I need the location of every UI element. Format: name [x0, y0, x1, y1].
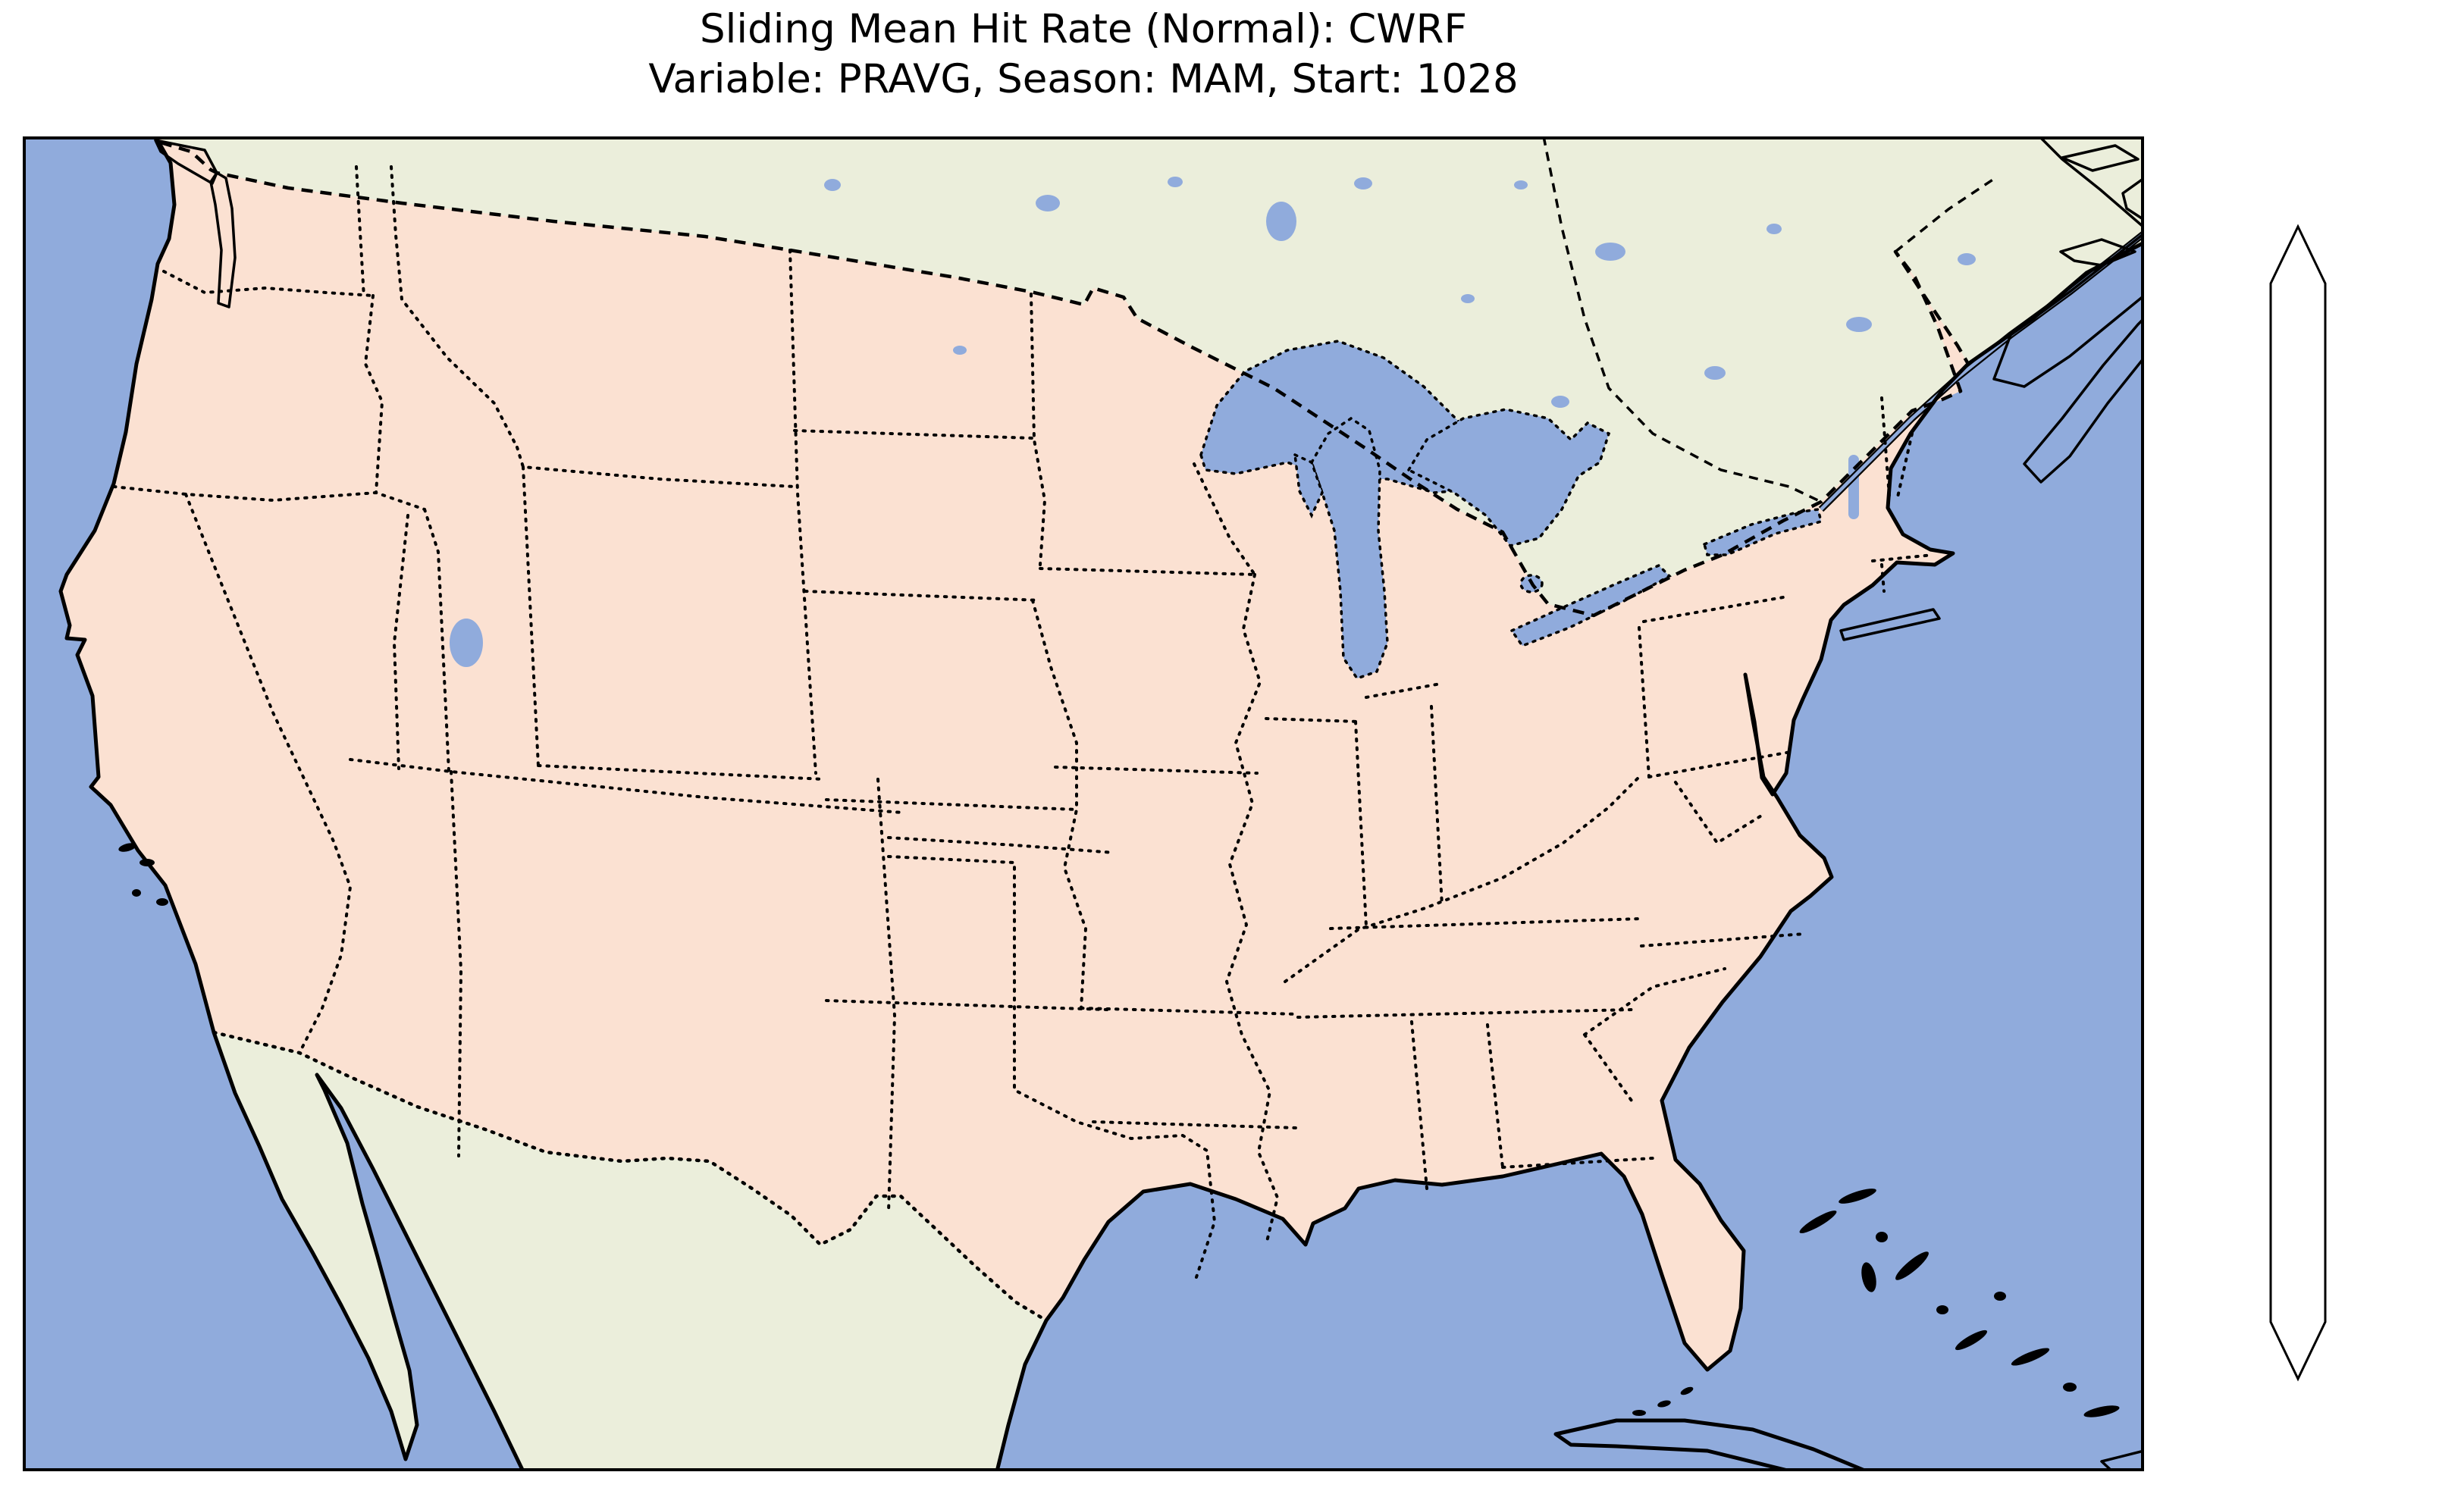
lake-erie: [1509, 563, 1672, 648]
state-borders: [112, 165, 1935, 1279]
us-canada-border: [160, 140, 1970, 618]
small-lakes: [450, 177, 1976, 667]
map-axes: [23, 136, 2144, 1471]
lake-michigan: [1310, 416, 1389, 681]
bahamas-islands: [1799, 1189, 2120, 1417]
long-island: [1839, 608, 1941, 641]
florida-keys: [1632, 1386, 1694, 1416]
us-mexico-border: [212, 1030, 1049, 1323]
figure-title: Sliding Mean Hit Rate (Normal): CWRF Var…: [23, 5, 2144, 105]
prince-edward-island: [2059, 238, 2136, 267]
conus-hit-rate-map: [23, 136, 2144, 1471]
ontario-quebec-border: [1542, 136, 1822, 503]
country-borders: [160, 136, 1995, 1323]
map-frame: [23, 136, 2144, 1471]
hispaniola-tip: [2100, 1449, 2144, 1471]
title-line-1: Sliding Mean Hit Rate (Normal): CWRF: [700, 6, 1467, 52]
cuba: [1553, 1418, 1869, 1471]
green-bay: [1293, 453, 1324, 519]
anticosti-island: [2061, 144, 2140, 172]
colorbar-outline: [2269, 224, 2327, 1382]
puget-sound: [209, 171, 237, 309]
nova-scotia: [2023, 317, 2144, 484]
title-line-2: Variable: PRAVG, Season: MAM, Start: 102…: [648, 56, 1519, 102]
gulf-of-st-lawrence: [2038, 136, 2144, 229]
st-lawrence-estuary: [1992, 232, 2144, 388]
great-lakes: [1199, 340, 1823, 681]
colorbar-svg: [2269, 224, 2327, 1382]
gulf-atlantic-coastline: [995, 240, 2144, 1471]
great-salt-lake: [450, 619, 483, 667]
lake-huron: [1406, 408, 1611, 547]
quebec-new-brunswick-border: [1894, 177, 1995, 253]
newfoundland-corner: [2121, 177, 2144, 221]
pacific-coastline: [58, 136, 525, 1471]
colorbar: [2229, 205, 2456, 1402]
